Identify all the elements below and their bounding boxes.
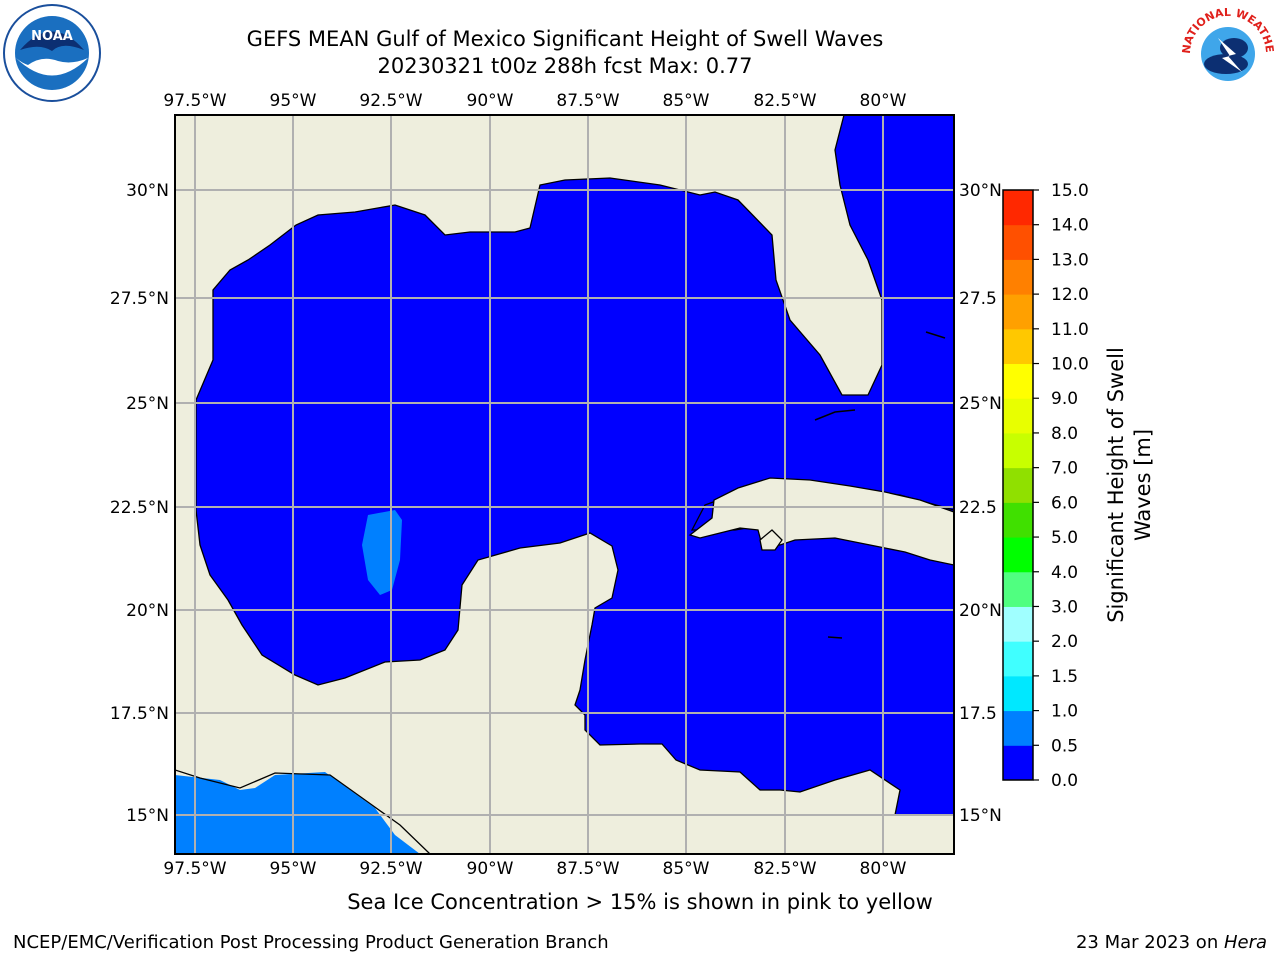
colorbar-segment	[1003, 467, 1033, 503]
lon-label-bottom: 90°W	[467, 859, 514, 879]
colorbar-segment	[1003, 259, 1033, 295]
lat-label-left: 27.5°N	[110, 289, 169, 309]
cuba-land	[688, 477, 954, 566]
chart-title: GEFS MEAN Gulf of Mexico Significant Hei…	[246, 27, 884, 51]
colorbar-tick-label: 1.5	[1051, 667, 1078, 687]
island-bahamas	[925, 331, 946, 339]
colorbar-tick-label: 11.0	[1051, 320, 1089, 340]
colorbar-tick-label: 9.0	[1051, 389, 1078, 409]
lat-label-right: 27.5	[959, 289, 997, 309]
island-cayman	[827, 636, 843, 639]
colorbar-tick-label: 13.0	[1051, 250, 1089, 270]
pacific-coast	[175, 769, 431, 854]
map-frame	[174, 114, 955, 855]
colorbar-segment	[1003, 432, 1033, 469]
footer-date-text: 23 Mar 2023 on	[1075, 932, 1224, 953]
colorbar-segment	[1003, 294, 1033, 330]
colorbar-tick-labels: 0.0 0.5 1.0 1.5 2.0 3.0 4.0 5.0 6.0 7.0 8.0 9.0 10.0…	[1051, 181, 1089, 791]
lat-label-right: 20°N	[959, 601, 1002, 621]
colorbar-tick-label: 14.0	[1051, 216, 1089, 236]
footer-branch: NCEP/EMC/Verification Post Processing Pr…	[13, 932, 609, 953]
lat-label-right: 30°N	[959, 181, 1002, 201]
island-isla-juventud	[759, 529, 783, 551]
lat-labels-right: 30°N 27.5 25°N 22.5 20°N 17.5 15°N	[959, 181, 1002, 826]
colorbar	[1002, 189, 1039, 781]
colorbar-label-line2: Waves [m]	[1131, 429, 1155, 541]
lon-label-bottom: 87.5°W	[556, 859, 619, 879]
pacific-swell	[175, 772, 420, 854]
lat-label-left: 30°N	[126, 181, 169, 201]
lon-label-top: 85°W	[663, 91, 710, 111]
lon-labels-top: 97.5°W 95°W 92.5°W 90°W 87.5°W 85°W 82.5…	[163, 91, 906, 111]
lat-label-left: 20°N	[126, 601, 169, 621]
colorbar-segment	[1003, 571, 1033, 607]
colorbar-segment	[1003, 606, 1033, 642]
footer-date: 23 Mar 2023 on Hera	[1076, 932, 1267, 953]
colorbar-tick-label: 7.0	[1051, 459, 1078, 479]
lon-label-top: 90°W	[467, 91, 514, 111]
lat-labels-left: 30°N 27.5°N 25°N 22.5°N 20°N 17.5°N 15°N	[110, 181, 169, 826]
gulf-ocean	[195, 115, 954, 816]
lon-label-top: 87.5°W	[556, 91, 619, 111]
colorbar-tick-label: 0.5	[1051, 736, 1078, 756]
graticule	[175, 115, 954, 854]
colorbar-segment	[1003, 502, 1033, 538]
colorbar-segment	[1003, 710, 1033, 746]
lon-label-top: 95°W	[270, 91, 317, 111]
lat-label-right: 15°N	[959, 806, 1002, 826]
colorbar-segment	[1003, 363, 1033, 399]
colorbar-segment	[1003, 224, 1033, 260]
lon-label-top: 92.5°W	[359, 91, 422, 111]
svg-text:NOAA: NOAA	[31, 29, 73, 44]
colorbar-tick-label: 8.0	[1051, 424, 1078, 444]
sea-ice-note: Sea Ice Concentration > 15% is shown in …	[347, 890, 933, 914]
lon-label-bottom: 85°W	[663, 859, 710, 879]
lon-label-top: 80°W	[860, 91, 907, 111]
footer-host: Hera	[1223, 932, 1267, 953]
colorbar-tick-label: 6.0	[1051, 493, 1078, 513]
lat-label-left: 15°N	[126, 806, 169, 826]
lat-label-right: 22.5	[959, 498, 997, 518]
colorbar-tick-label: 1.0	[1051, 702, 1078, 722]
colorbar-segment	[1003, 537, 1033, 573]
colorbar-tick-label: 10.0	[1051, 355, 1089, 375]
colorbar-segment	[1003, 641, 1033, 677]
lon-label-bottom: 95°W	[270, 859, 317, 879]
lat-label-right: 25°N	[959, 394, 1002, 414]
lon-label-top: 97.5°W	[163, 91, 226, 111]
colorbar-segment	[1003, 675, 1033, 712]
lon-label-bottom: 80°W	[860, 859, 907, 879]
colorbar-frame	[1002, 189, 1034, 781]
colorbar-tick-label: 15.0	[1051, 181, 1089, 201]
colorbar-segment	[1003, 398, 1033, 434]
island-keys	[814, 409, 856, 421]
lat-label-left: 25°N	[126, 394, 169, 414]
colorbar-tick-label: 4.0	[1051, 563, 1078, 583]
lon-label-bottom: 97.5°W	[163, 859, 226, 879]
lat-label-left: 17.5°N	[110, 704, 169, 724]
colorbar-tick-label: 12.0	[1051, 285, 1089, 305]
nws-logo: NATIONAL WEATHER SERVICE	[1174, 0, 1278, 102]
lon-label-bottom: 92.5°W	[359, 859, 422, 879]
colorbar-label-line1: Significant Height of Swell	[1104, 347, 1128, 623]
lon-labels-bottom: 97.5°W 95°W 92.5°W 90°W 87.5°W 85°W 82.5…	[163, 859, 906, 879]
lon-label-bottom: 82.5°W	[753, 859, 816, 879]
lon-label-top: 82.5°W	[753, 91, 816, 111]
noaa-logo: NOAA	[2, 3, 102, 103]
colorbar-segment	[1003, 328, 1033, 365]
lat-label-left: 22.5°N	[110, 498, 169, 518]
colorbar-tick-label: 5.0	[1051, 528, 1078, 548]
chart-subtitle: 20230321 t00z 288h fcst Max: 0.77	[377, 54, 753, 78]
colorbar-segment	[1003, 190, 1033, 226]
colorbar-tick-label: 2.0	[1051, 632, 1078, 652]
colorbar-tick-label: 3.0	[1051, 597, 1078, 617]
colorbar-segment	[1003, 745, 1033, 781]
colorbar-tick-label: 0.0	[1051, 771, 1078, 791]
lat-label-right: 17.5	[959, 704, 997, 724]
